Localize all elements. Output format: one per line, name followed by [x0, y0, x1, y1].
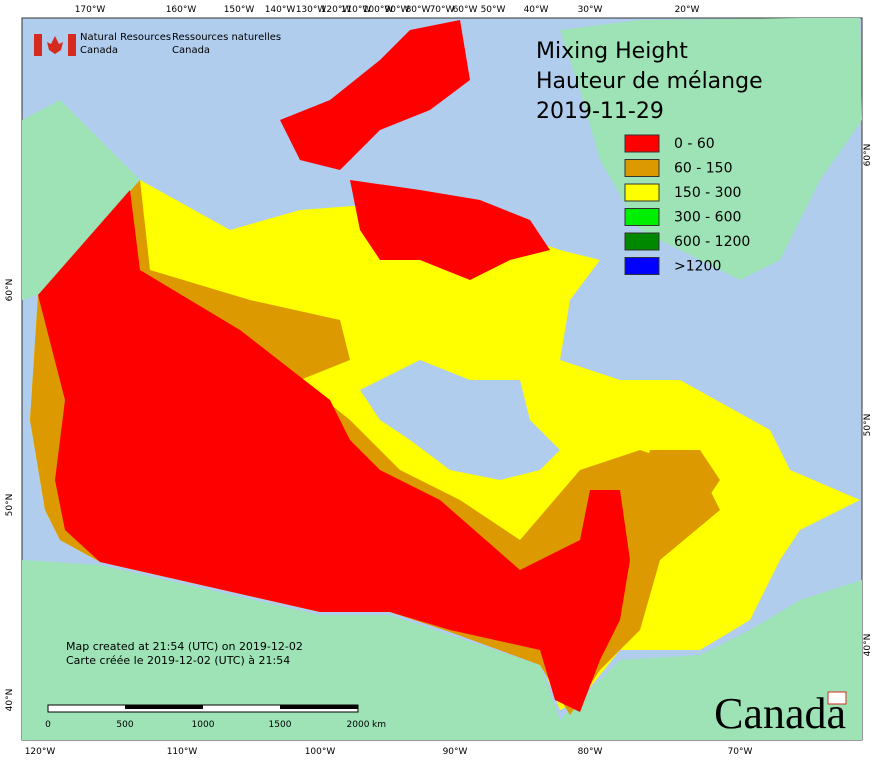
logo-text: Canada	[172, 45, 210, 56]
logo-flag	[68, 34, 76, 56]
left-tick-label: 50°N	[5, 494, 15, 517]
top-tick-label: 80°W	[406, 5, 431, 15]
top-tick-label: 20°W	[675, 5, 700, 15]
canada-red	[38, 190, 630, 712]
right-tick-label: 60°N	[863, 144, 873, 167]
legend-swatch	[624, 134, 660, 153]
legend-swatch	[624, 232, 660, 251]
top-tick-label: 150°W	[224, 5, 255, 15]
top-tick-label: 60°W	[453, 5, 478, 15]
arctic-red-2	[350, 180, 550, 280]
right-tick-label: 50°N	[863, 414, 873, 437]
top-tick-label: 110°W	[341, 5, 372, 15]
bottom-tick-label: 120°W	[25, 747, 56, 757]
left-tick-label: 60°N	[5, 279, 15, 302]
bottom-tick-label: 100°W	[305, 747, 336, 757]
scale-label: 2000	[347, 720, 370, 730]
legend-swatch	[624, 208, 660, 226]
title: 2019-11-29	[536, 99, 664, 124]
title: Mixing Height	[536, 39, 688, 64]
bottom-tick-label: 90°W	[443, 747, 468, 757]
top-tick-label: 170°W	[75, 5, 106, 15]
logo-flag	[34, 34, 42, 56]
top-tick-label: 30°W	[578, 5, 603, 15]
footer: Map created at 21:54 (UTC) on 2019-12-02	[66, 640, 303, 653]
bottom-tick-label: 110°W	[167, 747, 198, 757]
legend-label: 600 - 1200	[674, 234, 750, 250]
top-tick-label: 50°W	[481, 5, 506, 15]
top-tick-label: 160°W	[166, 5, 197, 15]
logo-text: Canada	[80, 45, 118, 56]
bottom-tick-label: 70°W	[728, 747, 753, 757]
scale-label: 500	[116, 720, 133, 730]
top-tick-label: 140°W	[265, 5, 296, 15]
right-tick-label: 40°N	[863, 634, 873, 657]
bottom-tick-label: 80°W	[578, 747, 603, 757]
wordmark: Canada	[714, 689, 846, 738]
logo-leaf	[47, 36, 63, 54]
logo-text: Natural Resources	[80, 32, 171, 43]
alaska	[22, 100, 140, 300]
legend-swatch	[624, 159, 660, 177]
scale-bar	[280, 705, 358, 709]
scale-label: 1500	[269, 720, 292, 730]
wordmark-flag	[827, 691, 847, 705]
top-tick-label: 40°W	[524, 5, 549, 15]
top-tick-label: 70°W	[430, 5, 455, 15]
top-tick-label: 90°W	[385, 5, 410, 15]
legend-label: 300 - 600	[674, 210, 741, 226]
title: Hauteur de mélange	[536, 69, 763, 94]
top-tick-label: 100°W	[363, 5, 394, 15]
top-tick-label: 120°W	[321, 5, 352, 15]
footer: Carte créée le 2019-12-02 (UTC) à 21:54	[66, 654, 290, 667]
usa	[22, 560, 862, 740]
logo-text: Ressources naturelles	[172, 32, 281, 43]
scale-bar	[125, 705, 203, 709]
legend-swatch	[624, 183, 660, 202]
legend-label: 150 - 300	[674, 185, 741, 201]
legend-label: 60 - 150	[674, 161, 733, 177]
hudson-bay	[360, 360, 560, 480]
legend-label: >1200	[674, 259, 721, 275]
legend-label: 0 - 60	[674, 136, 715, 152]
scale-label: 1000	[192, 720, 215, 730]
scale-unit: km	[372, 720, 386, 730]
left-tick-label: 40°N	[5, 689, 15, 712]
quebec-orange	[640, 450, 720, 520]
legend-swatch	[624, 257, 660, 275]
top-tick-label: 130°W	[296, 5, 327, 15]
arctic-red	[280, 20, 470, 170]
scale-label: 0	[45, 720, 51, 730]
